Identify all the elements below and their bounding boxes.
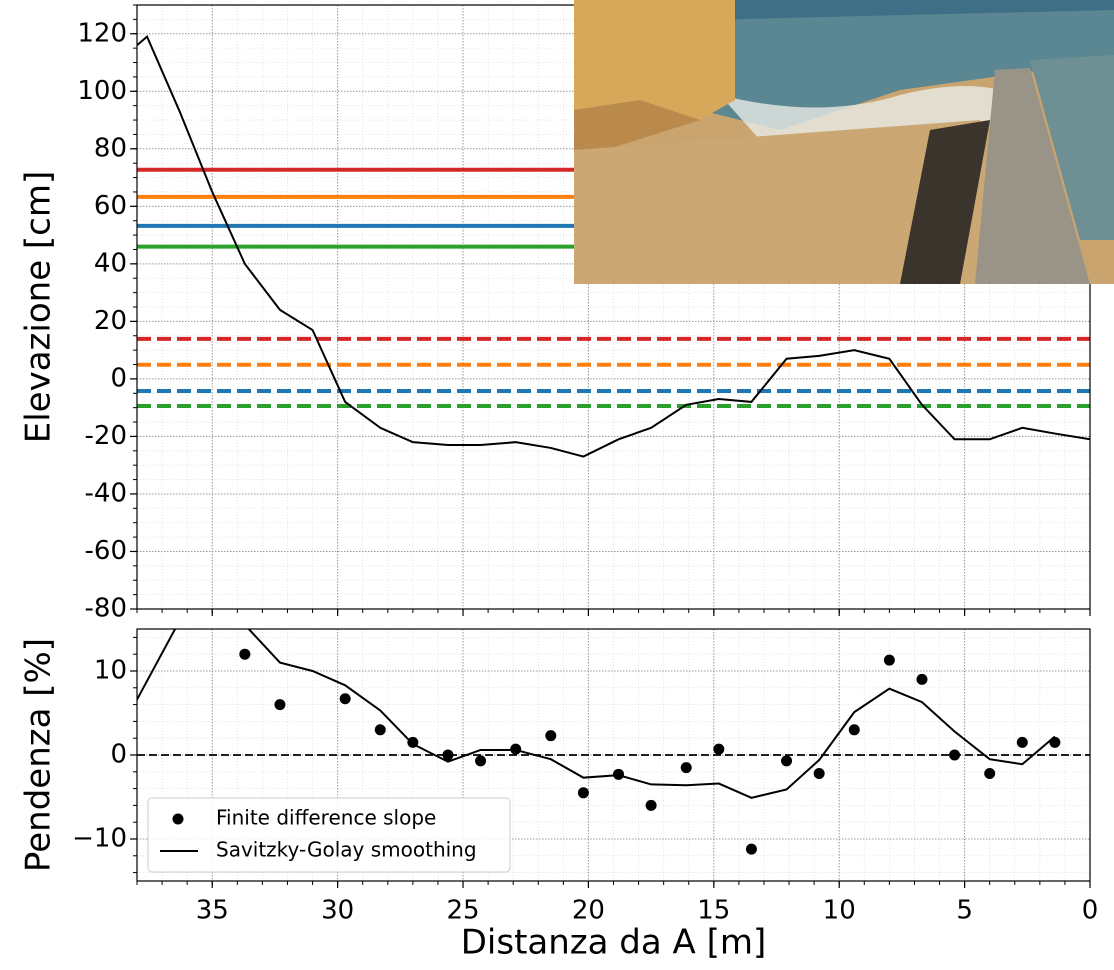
legend-label: Savitzky-Golay smoothing: [216, 838, 477, 862]
axes: 35 30 25 20 15 10 5 0 −10 0 10 Pendenza [%] Distanza…: [19, 628, 1099, 963]
x-tick-label: 20: [572, 896, 605, 926]
data-point: [239, 648, 251, 660]
y-tick-label: 0: [110, 740, 127, 770]
data-point: [680, 762, 692, 774]
y-tick-label: -80: [85, 594, 127, 624]
axes-frame: [136, 628, 1091, 882]
data-point: [442, 749, 454, 761]
data-point: [374, 724, 386, 736]
data-point: [475, 755, 487, 767]
data-point: [745, 843, 757, 855]
data-point: [984, 767, 996, 779]
y-tick-label: -40: [85, 478, 127, 508]
legend-label: Finite difference slope: [216, 806, 436, 830]
legend-box: [147, 797, 511, 873]
data-point: [883, 654, 895, 666]
y-tick-label: −10: [72, 824, 127, 854]
data-point: [645, 799, 657, 811]
y-tick-label: 100: [77, 76, 127, 106]
y-tick-label: 10: [94, 656, 127, 686]
photo-inset: [574, 0, 1114, 284]
data-point: [713, 743, 725, 755]
y-tick-label: -20: [85, 421, 127, 451]
data-point: [274, 699, 286, 711]
x-tick-label: 35: [196, 896, 229, 926]
data-point: [1016, 736, 1028, 748]
y-tick-label: 120: [77, 18, 127, 48]
data-point: [339, 693, 351, 705]
x-tick-label: 25: [446, 896, 479, 926]
x-tick-label: 15: [697, 896, 730, 926]
data-point: [949, 749, 961, 761]
legend: Finite difference slope Savitzky-Golay sm…: [147, 797, 511, 873]
data-point: [545, 730, 557, 742]
x-tick-label: 0: [1082, 896, 1099, 926]
y-axis-label: Elevazione [cm]: [19, 171, 59, 444]
legend-marker: [172, 813, 184, 825]
data-point: [781, 755, 793, 767]
plot-content: [137, 629, 1090, 855]
data-point: [848, 724, 860, 736]
x-tick-label: 10: [823, 896, 856, 926]
y-tick-label: 0: [110, 363, 127, 393]
y-tick-label: 20: [94, 306, 127, 336]
data-point: [813, 767, 825, 779]
y-axis-label: Pendenza [%]: [19, 638, 59, 872]
data-point: [577, 787, 589, 799]
data-point: [916, 673, 928, 685]
y-tick-label: 60: [94, 191, 127, 221]
y-tick-label: 40: [94, 248, 127, 278]
y-tick-label: 80: [94, 133, 127, 163]
x-tick-label: 5: [956, 896, 973, 926]
data-line: [137, 629, 1056, 799]
y-tick-label: -60: [85, 536, 127, 566]
x-axis-label: Distanza da A [m]: [461, 923, 767, 963]
data-line: [137, 34, 1090, 458]
x-tick-label: 30: [321, 896, 354, 926]
